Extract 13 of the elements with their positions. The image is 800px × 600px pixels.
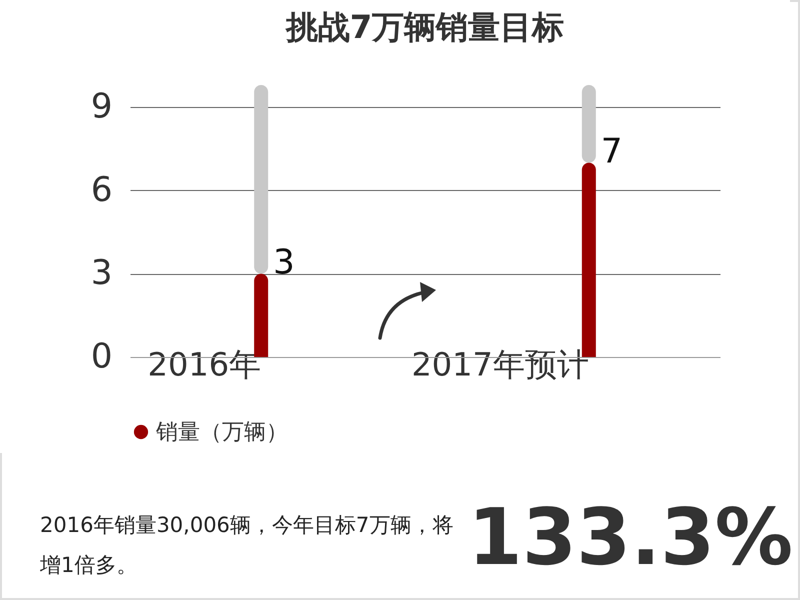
y-tick-label: 6 — [90, 170, 112, 210]
y-tick-label: 3 — [90, 253, 112, 294]
data-label: 3 — [273, 242, 295, 283]
text: 133.3% — [468, 492, 793, 585]
legend-label: 销量（万辆） — [155, 420, 288, 445]
y-tick-label: 9 — [90, 86, 112, 127]
data-label: 7 — [600, 132, 623, 172]
bar — [582, 85, 596, 163]
text: 2016年销量30,006辆，今年目标7万辆，将增1倍多。 — [40, 512, 454, 579]
chart-title: 挑战7万辆销量目标 — [284, 8, 564, 46]
y-tick-label: 0 — [90, 336, 112, 376]
x-tick-label: 2017年预计 — [411, 346, 589, 384]
bar — [254, 85, 268, 274]
